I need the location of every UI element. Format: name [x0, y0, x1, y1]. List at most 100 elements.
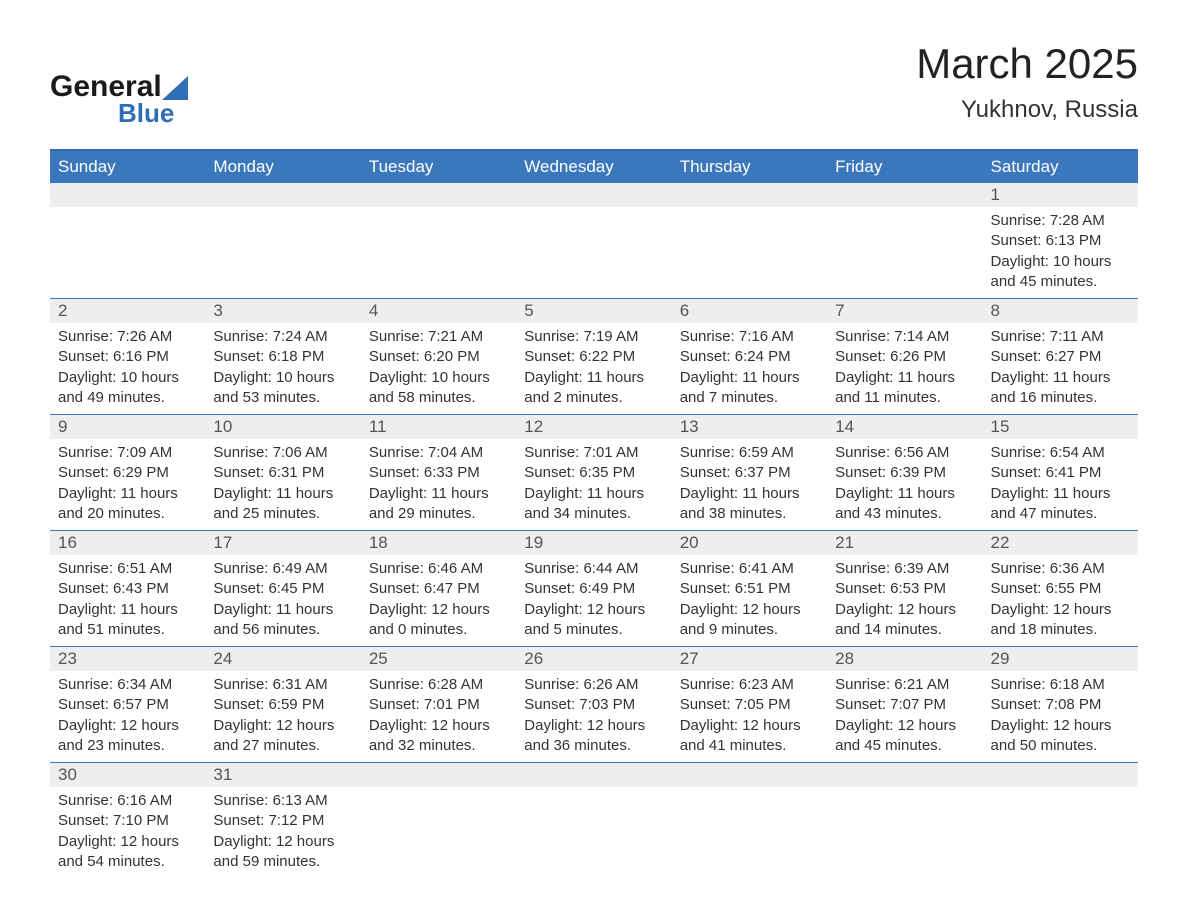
day-line-day2: and 50 minutes. [991, 736, 1130, 756]
day-line-day2: and 53 minutes. [213, 388, 352, 408]
day-line-sunrise: Sunrise: 6:39 AM [835, 559, 974, 579]
day-line-sunrise: Sunrise: 7:14 AM [835, 327, 974, 347]
day-line-day2: and 20 minutes. [58, 504, 197, 524]
day-details [827, 207, 982, 217]
day-line-sunset: Sunset: 6:45 PM [213, 579, 352, 599]
day-line-sunset: Sunset: 6:27 PM [991, 347, 1130, 367]
day-line-day1: Daylight: 11 hours [58, 600, 197, 620]
day-line-sunrise: Sunrise: 6:46 AM [369, 559, 508, 579]
day-line-day1: Daylight: 11 hours [524, 368, 663, 388]
day-line-day2: and 34 minutes. [524, 504, 663, 524]
day-line-sunrise: Sunrise: 7:01 AM [524, 443, 663, 463]
day-line-day2: and 18 minutes. [991, 620, 1130, 640]
calendar-week: 2Sunrise: 7:26 AMSunset: 6:16 PMDaylight… [50, 299, 1138, 415]
day-details: Sunrise: 6:21 AMSunset: 7:07 PMDaylight:… [827, 671, 982, 762]
day-line-day1: Daylight: 12 hours [524, 600, 663, 620]
weekday-header: Tuesday [361, 151, 516, 183]
day-line-day1: Daylight: 12 hours [213, 716, 352, 736]
day-line-sunset: Sunset: 6:16 PM [58, 347, 197, 367]
calendar-day: 3Sunrise: 7:24 AMSunset: 6:18 PMDaylight… [205, 299, 360, 414]
weekday-header: Saturday [983, 151, 1138, 183]
day-line-sunset: Sunset: 6:43 PM [58, 579, 197, 599]
day-number [50, 183, 205, 207]
day-line-sunset: Sunset: 6:51 PM [680, 579, 819, 599]
day-details [983, 787, 1138, 797]
day-line-day1: Daylight: 11 hours [213, 484, 352, 504]
calendar-day: 11Sunrise: 7:04 AMSunset: 6:33 PMDayligh… [361, 415, 516, 530]
weekday-header: Sunday [50, 151, 205, 183]
day-number: 20 [672, 531, 827, 555]
day-line-sunset: Sunset: 7:01 PM [369, 695, 508, 715]
day-details: Sunrise: 7:09 AMSunset: 6:29 PMDaylight:… [50, 439, 205, 530]
calendar-day [516, 763, 671, 878]
day-line-day2: and 2 minutes. [524, 388, 663, 408]
day-line-day1: Daylight: 12 hours [58, 832, 197, 852]
calendar-day [672, 763, 827, 878]
weekday-header: Wednesday [516, 151, 671, 183]
calendar-day: 19Sunrise: 6:44 AMSunset: 6:49 PMDayligh… [516, 531, 671, 646]
calendar-day [983, 763, 1138, 878]
day-line-day1: Daylight: 11 hours [835, 368, 974, 388]
day-number [361, 183, 516, 207]
day-number: 9 [50, 415, 205, 439]
day-number: 2 [50, 299, 205, 323]
day-details: Sunrise: 6:26 AMSunset: 7:03 PMDaylight:… [516, 671, 671, 762]
day-line-day1: Daylight: 12 hours [369, 716, 508, 736]
day-line-day1: Daylight: 11 hours [524, 484, 663, 504]
day-line-sunrise: Sunrise: 7:16 AM [680, 327, 819, 347]
day-details: Sunrise: 7:06 AMSunset: 6:31 PMDaylight:… [205, 439, 360, 530]
day-line-day1: Daylight: 12 hours [835, 716, 974, 736]
page-header: General Blue March 2025 Yukhnov, Russia [50, 40, 1138, 129]
day-number: 24 [205, 647, 360, 671]
day-number: 23 [50, 647, 205, 671]
day-number: 18 [361, 531, 516, 555]
calendar-day: 31Sunrise: 6:13 AMSunset: 7:12 PMDayligh… [205, 763, 360, 878]
calendar-day: 28Sunrise: 6:21 AMSunset: 7:07 PMDayligh… [827, 647, 982, 762]
day-number: 19 [516, 531, 671, 555]
day-line-day2: and 47 minutes. [991, 504, 1130, 524]
weekday-header: Monday [205, 151, 360, 183]
day-number [516, 183, 671, 207]
day-line-sunset: Sunset: 6:26 PM [835, 347, 974, 367]
day-number: 11 [361, 415, 516, 439]
day-line-sunrise: Sunrise: 6:18 AM [991, 675, 1130, 695]
day-details: Sunrise: 6:23 AMSunset: 7:05 PMDaylight:… [672, 671, 827, 762]
day-details: Sunrise: 7:14 AMSunset: 6:26 PMDaylight:… [827, 323, 982, 414]
day-details: Sunrise: 6:28 AMSunset: 7:01 PMDaylight:… [361, 671, 516, 762]
day-line-sunrise: Sunrise: 6:54 AM [991, 443, 1130, 463]
day-line-day1: Daylight: 11 hours [213, 600, 352, 620]
day-line-sunrise: Sunrise: 6:16 AM [58, 791, 197, 811]
day-line-sunset: Sunset: 6:20 PM [369, 347, 508, 367]
day-details: Sunrise: 6:36 AMSunset: 6:55 PMDaylight:… [983, 555, 1138, 646]
day-number: 28 [827, 647, 982, 671]
day-number: 13 [672, 415, 827, 439]
calendar-day [827, 183, 982, 298]
day-line-sunrise: Sunrise: 6:59 AM [680, 443, 819, 463]
day-line-sunrise: Sunrise: 6:51 AM [58, 559, 197, 579]
day-line-day2: and 25 minutes. [213, 504, 352, 524]
calendar: SundayMondayTuesdayWednesdayThursdayFrid… [50, 149, 1138, 878]
calendar-day: 7Sunrise: 7:14 AMSunset: 6:26 PMDaylight… [827, 299, 982, 414]
day-number: 10 [205, 415, 360, 439]
day-line-sunrise: Sunrise: 7:19 AM [524, 327, 663, 347]
day-line-day1: Daylight: 12 hours [680, 600, 819, 620]
calendar-day [361, 763, 516, 878]
day-line-sunset: Sunset: 6:41 PM [991, 463, 1130, 483]
day-details: Sunrise: 6:44 AMSunset: 6:49 PMDaylight:… [516, 555, 671, 646]
day-number: 27 [672, 647, 827, 671]
day-details: Sunrise: 6:39 AMSunset: 6:53 PMDaylight:… [827, 555, 982, 646]
day-line-sunrise: Sunrise: 7:06 AM [213, 443, 352, 463]
day-details: Sunrise: 7:21 AMSunset: 6:20 PMDaylight:… [361, 323, 516, 414]
day-line-sunrise: Sunrise: 7:24 AM [213, 327, 352, 347]
day-details: Sunrise: 7:19 AMSunset: 6:22 PMDaylight:… [516, 323, 671, 414]
day-line-sunset: Sunset: 7:08 PM [991, 695, 1130, 715]
day-line-sunrise: Sunrise: 7:04 AM [369, 443, 508, 463]
day-details: Sunrise: 7:11 AMSunset: 6:27 PMDaylight:… [983, 323, 1138, 414]
calendar-day [827, 763, 982, 878]
location-label: Yukhnov, Russia [916, 96, 1138, 124]
day-number [827, 763, 982, 787]
day-number: 21 [827, 531, 982, 555]
day-line-day1: Daylight: 11 hours [680, 484, 819, 504]
day-details: Sunrise: 6:51 AMSunset: 6:43 PMDaylight:… [50, 555, 205, 646]
day-number: 30 [50, 763, 205, 787]
